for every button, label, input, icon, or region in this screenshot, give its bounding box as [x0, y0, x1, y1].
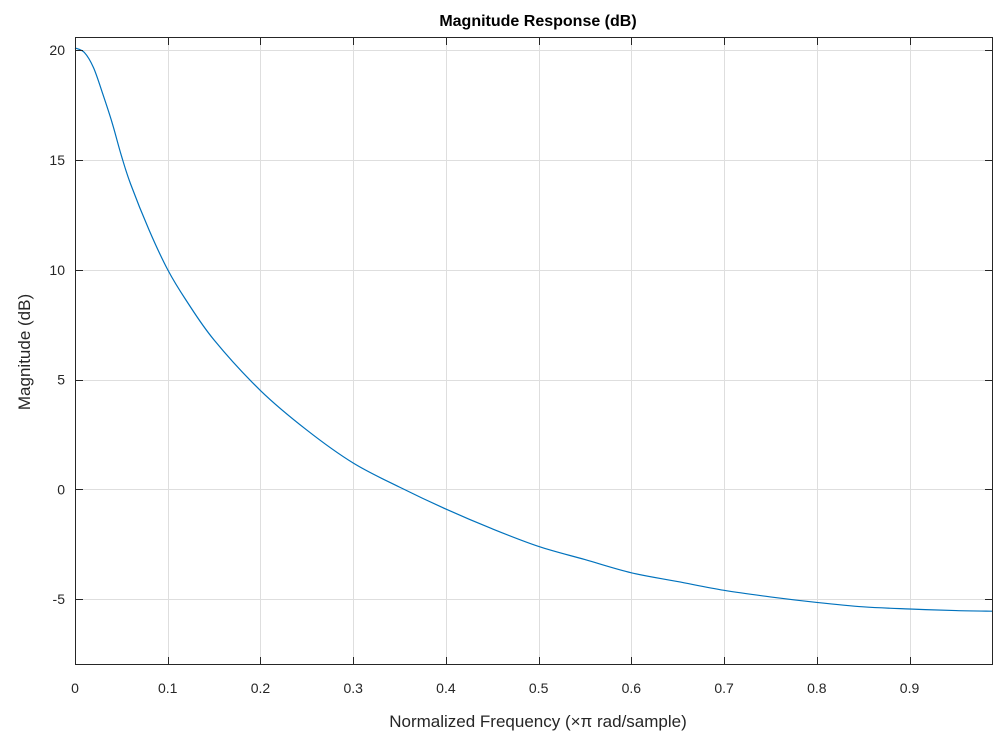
y-axis-label: Magnitude (dB) — [15, 294, 34, 410]
x-tick-label: 0.2 — [251, 680, 271, 696]
y-tick-label: 5 — [57, 372, 65, 388]
x-tick-label: 0.4 — [436, 680, 456, 696]
x-tick-label: 0.8 — [807, 680, 827, 696]
x-tick-labels: 0 0.1 0.2 0.3 0.4 0.5 0.6 0.7 0.8 0.9 — [71, 680, 919, 696]
y-tick-labels: -5 0 5 10 15 20 — [49, 42, 65, 607]
x-tick-label: 0 — [71, 680, 79, 696]
x-tick-label: 0.9 — [900, 680, 920, 696]
chart-title: Magnitude Response (dB) — [439, 13, 636, 30]
y-tick-label: 20 — [49, 42, 65, 58]
x-tick-label: 0.1 — [158, 680, 178, 696]
ticks — [75, 37, 993, 665]
x-tick-label: 0.7 — [714, 680, 734, 696]
x-tick-label: 0.3 — [343, 680, 363, 696]
x-axis-label: Normalized Frequency (×π rad/sample) — [389, 712, 687, 731]
plot-area — [75, 37, 993, 665]
y-tick-label: 15 — [49, 152, 65, 168]
y-tick-label: 0 — [57, 481, 65, 497]
y-tick-label: 10 — [49, 262, 65, 278]
y-tick-label: -5 — [53, 591, 66, 607]
x-tick-label: 0.6 — [622, 680, 642, 696]
grid — [75, 37, 993, 665]
magnitude-curve — [74, 47, 993, 612]
x-tick-label: 0.5 — [529, 680, 549, 696]
